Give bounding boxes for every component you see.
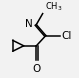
Text: N: N: [25, 19, 33, 29]
Text: Cl: Cl: [62, 30, 72, 41]
Text: CH$_3$: CH$_3$: [45, 0, 63, 13]
Text: O: O: [32, 64, 40, 74]
